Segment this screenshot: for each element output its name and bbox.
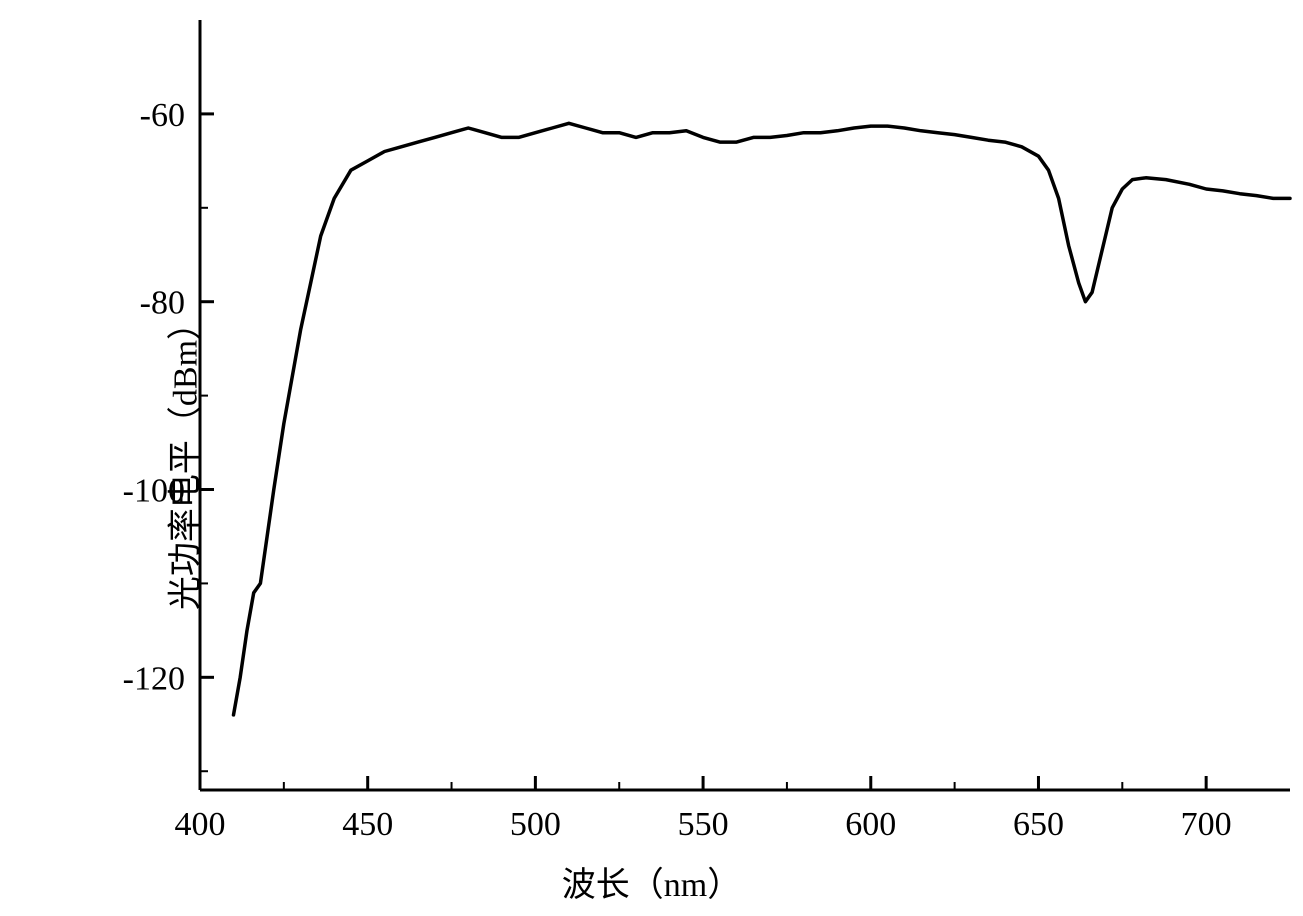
y-tick-label: -120 <box>123 660 185 697</box>
chart-container: 400450500550600650700-120-100-80-60 光功率电… <box>0 0 1303 916</box>
data-line <box>234 123 1291 715</box>
y-axis-label: 光功率电平（dBm） <box>158 306 207 610</box>
x-tick-label: 400 <box>175 806 226 843</box>
x-tick-label: 450 <box>342 806 393 843</box>
x-axis-label: 波长（nm） <box>562 857 741 906</box>
x-tick-label: 500 <box>510 806 561 843</box>
x-tick-label: 700 <box>1181 806 1232 843</box>
y-tick-label: -60 <box>140 97 185 134</box>
x-tick-label: 650 <box>1013 806 1064 843</box>
x-tick-label: 600 <box>845 806 896 843</box>
x-tick-label: 550 <box>678 806 729 843</box>
